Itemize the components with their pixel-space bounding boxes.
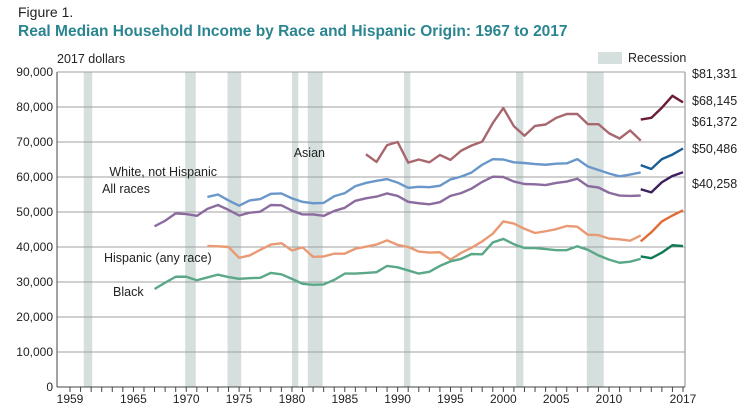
legend-recession-label: Recession [628,51,686,65]
x-tick-label: 1985 [331,392,358,406]
y-tick-label: 70,000 [16,135,53,149]
end-value-label-hispanic-any-race: $50,486 [692,142,737,156]
x-tick-label: 1975 [226,392,253,406]
recession-band [307,72,323,387]
y-tick-label: 10,000 [16,345,53,359]
series-label-all-races: All races [102,182,150,196]
series-line-hispanic-any-race [207,220,642,261]
y-axis-label: 2017 dollars [57,52,125,66]
x-tick-label: 2017 [670,392,697,406]
series-line-recent-black [640,244,684,260]
x-tick-label: 1970 [173,392,200,406]
chart-title: Real Median Household Income by Race and… [18,23,568,40]
recession-band [83,72,93,387]
series-line-white-not-hispanic [207,157,641,207]
y-tick-label: 40,000 [16,240,53,254]
x-tick-label: 2010 [596,392,623,406]
end-value-label-all-races: $61,372 [692,115,737,129]
y-tick-label: 30,000 [16,275,53,289]
series-label-asian: Asian [294,146,325,160]
y-tick-label: 60,000 [16,170,53,184]
series-line-recent-white-not-hispanic [640,147,684,171]
figure-label: Figure 1. [18,4,73,20]
series-label-black: Black [113,285,144,299]
legend-recession-swatch [598,52,622,64]
series-line-asian [365,106,642,164]
x-tick-label: 1965 [120,392,147,406]
end-value-label-black: $40,258 [692,177,737,191]
end-value-label-asian: $81,331 [692,67,737,81]
series-label-hispanic-any-race: Hispanic (any race) [104,251,212,265]
series-line-recent-hispanic-any-race [639,209,684,243]
recession-band [586,72,604,387]
y-tick-label: 90,000 [16,65,53,79]
x-tick-label: 1959 [57,392,84,406]
series-line-recent-asian [640,94,684,121]
series-line-recent-all-races [640,171,684,194]
series-line-black [153,237,642,291]
y-tick-label: 0 [46,380,53,394]
x-tick-label: 2000 [490,392,517,406]
y-tick-label: 80,000 [16,100,53,114]
recession-band [227,72,242,387]
y-tick-label: 50,000 [16,205,53,219]
x-tick-label: 2005 [543,392,570,406]
recession-band [291,72,299,387]
recession-band [516,72,524,387]
x-tick-label: 1980 [279,392,306,406]
end-value-label-white-not-hispanic: $68,145 [692,94,737,108]
y-tick-label: 20,000 [16,310,53,324]
recession-band [403,72,411,387]
recession-band [185,72,196,387]
series-label-white-not-hispanic: White, not Hispanic [109,165,217,179]
x-tick-label: 1990 [384,392,411,406]
series-line-all-races [153,175,641,228]
x-tick-label: 1995 [437,392,464,406]
